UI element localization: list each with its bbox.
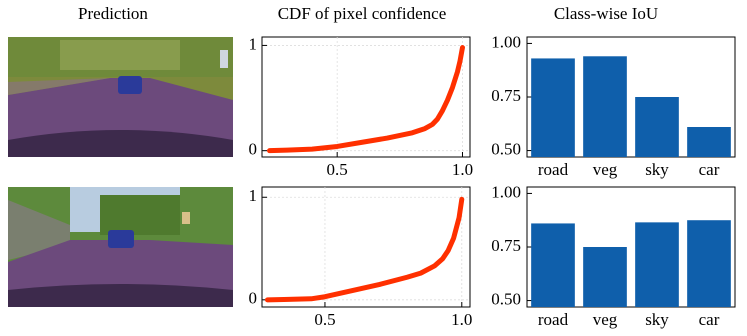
bar — [635, 222, 679, 307]
axes-frame — [261, 186, 471, 308]
bar — [687, 127, 731, 157]
y-tick-label: 0.50 — [491, 289, 521, 308]
prediction-image — [8, 37, 233, 157]
column-title: Class-wise IoU — [554, 4, 658, 23]
y-tick-label: 0.75 — [491, 86, 521, 105]
y-tick-label: 0.50 — [491, 139, 521, 158]
x-tick-label: car — [699, 310, 720, 329]
axes-frame — [261, 36, 471, 158]
y-tick-label: 1.00 — [491, 32, 521, 51]
column-title: Prediction — [78, 4, 148, 23]
y-tick-label: 0 — [249, 289, 258, 308]
bar — [531, 223, 575, 307]
bar — [687, 220, 731, 307]
x-tick-label: car — [699, 160, 720, 179]
y-tick-label: 0.75 — [491, 236, 521, 255]
x-tick-label: 0.5 — [327, 160, 348, 179]
x-tick-label: 1.0 — [452, 160, 473, 179]
y-tick-label: 1 — [249, 186, 258, 205]
x-tick-label: sky — [645, 310, 669, 329]
bar — [583, 56, 627, 157]
bar — [635, 97, 679, 157]
bar — [583, 247, 627, 307]
prediction-image — [8, 187, 233, 307]
y-tick-label: 1 — [249, 34, 258, 53]
column-title: CDF of pixel confidence — [278, 4, 447, 23]
x-tick-label: road — [538, 160, 569, 179]
x-tick-label: sky — [645, 160, 669, 179]
bar — [531, 58, 575, 157]
x-tick-label: 0.5 — [314, 310, 335, 329]
y-tick-label: 1.00 — [491, 182, 521, 201]
x-tick-label: veg — [593, 160, 618, 179]
cdf-line — [267, 45, 465, 154]
x-tick-label: road — [538, 310, 569, 329]
x-tick-label: veg — [593, 310, 618, 329]
cdf-line — [264, 196, 465, 303]
x-tick-label: 1.0 — [451, 310, 472, 329]
y-tick-label: 0 — [249, 140, 258, 159]
